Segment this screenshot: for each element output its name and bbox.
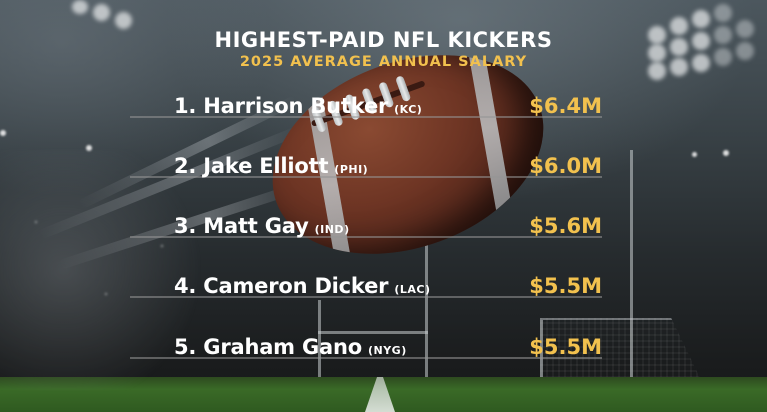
row-separator (130, 296, 602, 298)
list-item: 4. Cameron Dicker (LAC) $5.5M (130, 268, 602, 298)
row-separator (130, 236, 602, 238)
row-separator (130, 357, 602, 359)
goal-post-crossbar (318, 331, 428, 334)
player-name: 2. Jake Elliott (PHI) (174, 154, 369, 178)
salary-value: $5.5M (529, 274, 602, 298)
row-separator (130, 176, 602, 178)
player-name: 3. Matt Gay (IND) (174, 214, 350, 238)
goal-post-right-upright (425, 245, 428, 378)
player-name: 5. Graham Gano (NYG) (174, 335, 407, 359)
page-title: HIGHEST-PAID NFL KICKERS (214, 28, 553, 52)
team-abbr: (IND) (314, 223, 350, 236)
goal-post-far-upright-2 (540, 320, 543, 378)
page-subtitle: 2025 AVERAGE ANNUAL SALARY (239, 54, 528, 70)
team-abbr: (PHI) (334, 163, 369, 176)
team-abbr: (LAC) (394, 283, 431, 296)
player-name: 1. Harrison Butker (KC) (174, 94, 423, 118)
particle-spray (0, 150, 260, 390)
salary-value: $5.5M (529, 335, 602, 359)
goal-net (540, 318, 700, 378)
goal-post-left-upright (318, 300, 321, 378)
salary-value: $6.0M (529, 154, 602, 178)
player-name: 4. Cameron Dicker (LAC) (174, 274, 431, 298)
team-abbr: (NYG) (367, 344, 407, 357)
list-item: 5. Graham Gano (NYG) $5.5M (130, 329, 602, 359)
salary-value: $5.6M (529, 214, 602, 238)
list-item: 2. Jake Elliott (PHI) $6.0M (130, 148, 602, 178)
salary-value: $6.4M (529, 94, 602, 118)
team-abbr: (KC) (394, 103, 423, 116)
row-separator (130, 116, 602, 118)
goal-post-far-upright (630, 150, 633, 378)
list-item: 3. Matt Gay (IND) $5.6M (130, 208, 602, 238)
list-item: 1. Harrison Butker (KC) $6.4M (130, 88, 602, 118)
